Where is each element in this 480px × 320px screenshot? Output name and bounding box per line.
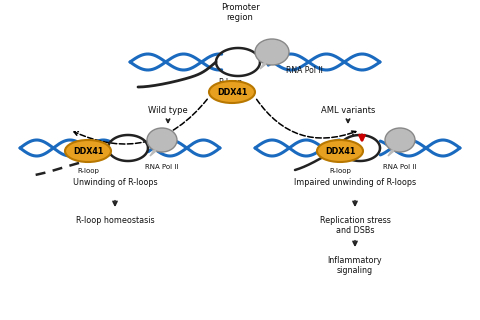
Text: AML variants: AML variants xyxy=(321,106,375,115)
Ellipse shape xyxy=(255,39,289,65)
Text: RNA Pol II: RNA Pol II xyxy=(384,164,417,170)
Ellipse shape xyxy=(65,140,111,162)
Text: Impaired unwinding of R-loops: Impaired unwinding of R-loops xyxy=(294,178,416,187)
Text: RNA Pol II: RNA Pol II xyxy=(145,164,179,170)
Text: Promoter
region: Promoter region xyxy=(221,3,259,22)
Text: DDX41: DDX41 xyxy=(73,147,103,156)
Ellipse shape xyxy=(385,128,415,152)
Text: R-loop: R-loop xyxy=(77,168,99,174)
Text: Replication stress
and DSBs: Replication stress and DSBs xyxy=(320,216,390,236)
Text: RNA Pol II: RNA Pol II xyxy=(286,66,323,75)
Polygon shape xyxy=(260,63,266,69)
Ellipse shape xyxy=(209,81,255,103)
Text: R-loop: R-loop xyxy=(329,168,351,174)
Polygon shape xyxy=(150,150,156,156)
Text: Unwinding of R-loops: Unwinding of R-loops xyxy=(72,178,157,187)
Text: Inflammatory
signaling: Inflammatory signaling xyxy=(328,256,382,276)
Text: DDX41: DDX41 xyxy=(325,147,355,156)
Ellipse shape xyxy=(317,140,363,162)
Ellipse shape xyxy=(147,128,177,152)
Polygon shape xyxy=(388,150,394,156)
Text: Wild type: Wild type xyxy=(148,106,188,115)
Text: DDX41: DDX41 xyxy=(217,87,247,97)
Text: R-loop: R-loop xyxy=(218,78,242,87)
Text: R-loop homeostasis: R-loop homeostasis xyxy=(76,216,154,225)
